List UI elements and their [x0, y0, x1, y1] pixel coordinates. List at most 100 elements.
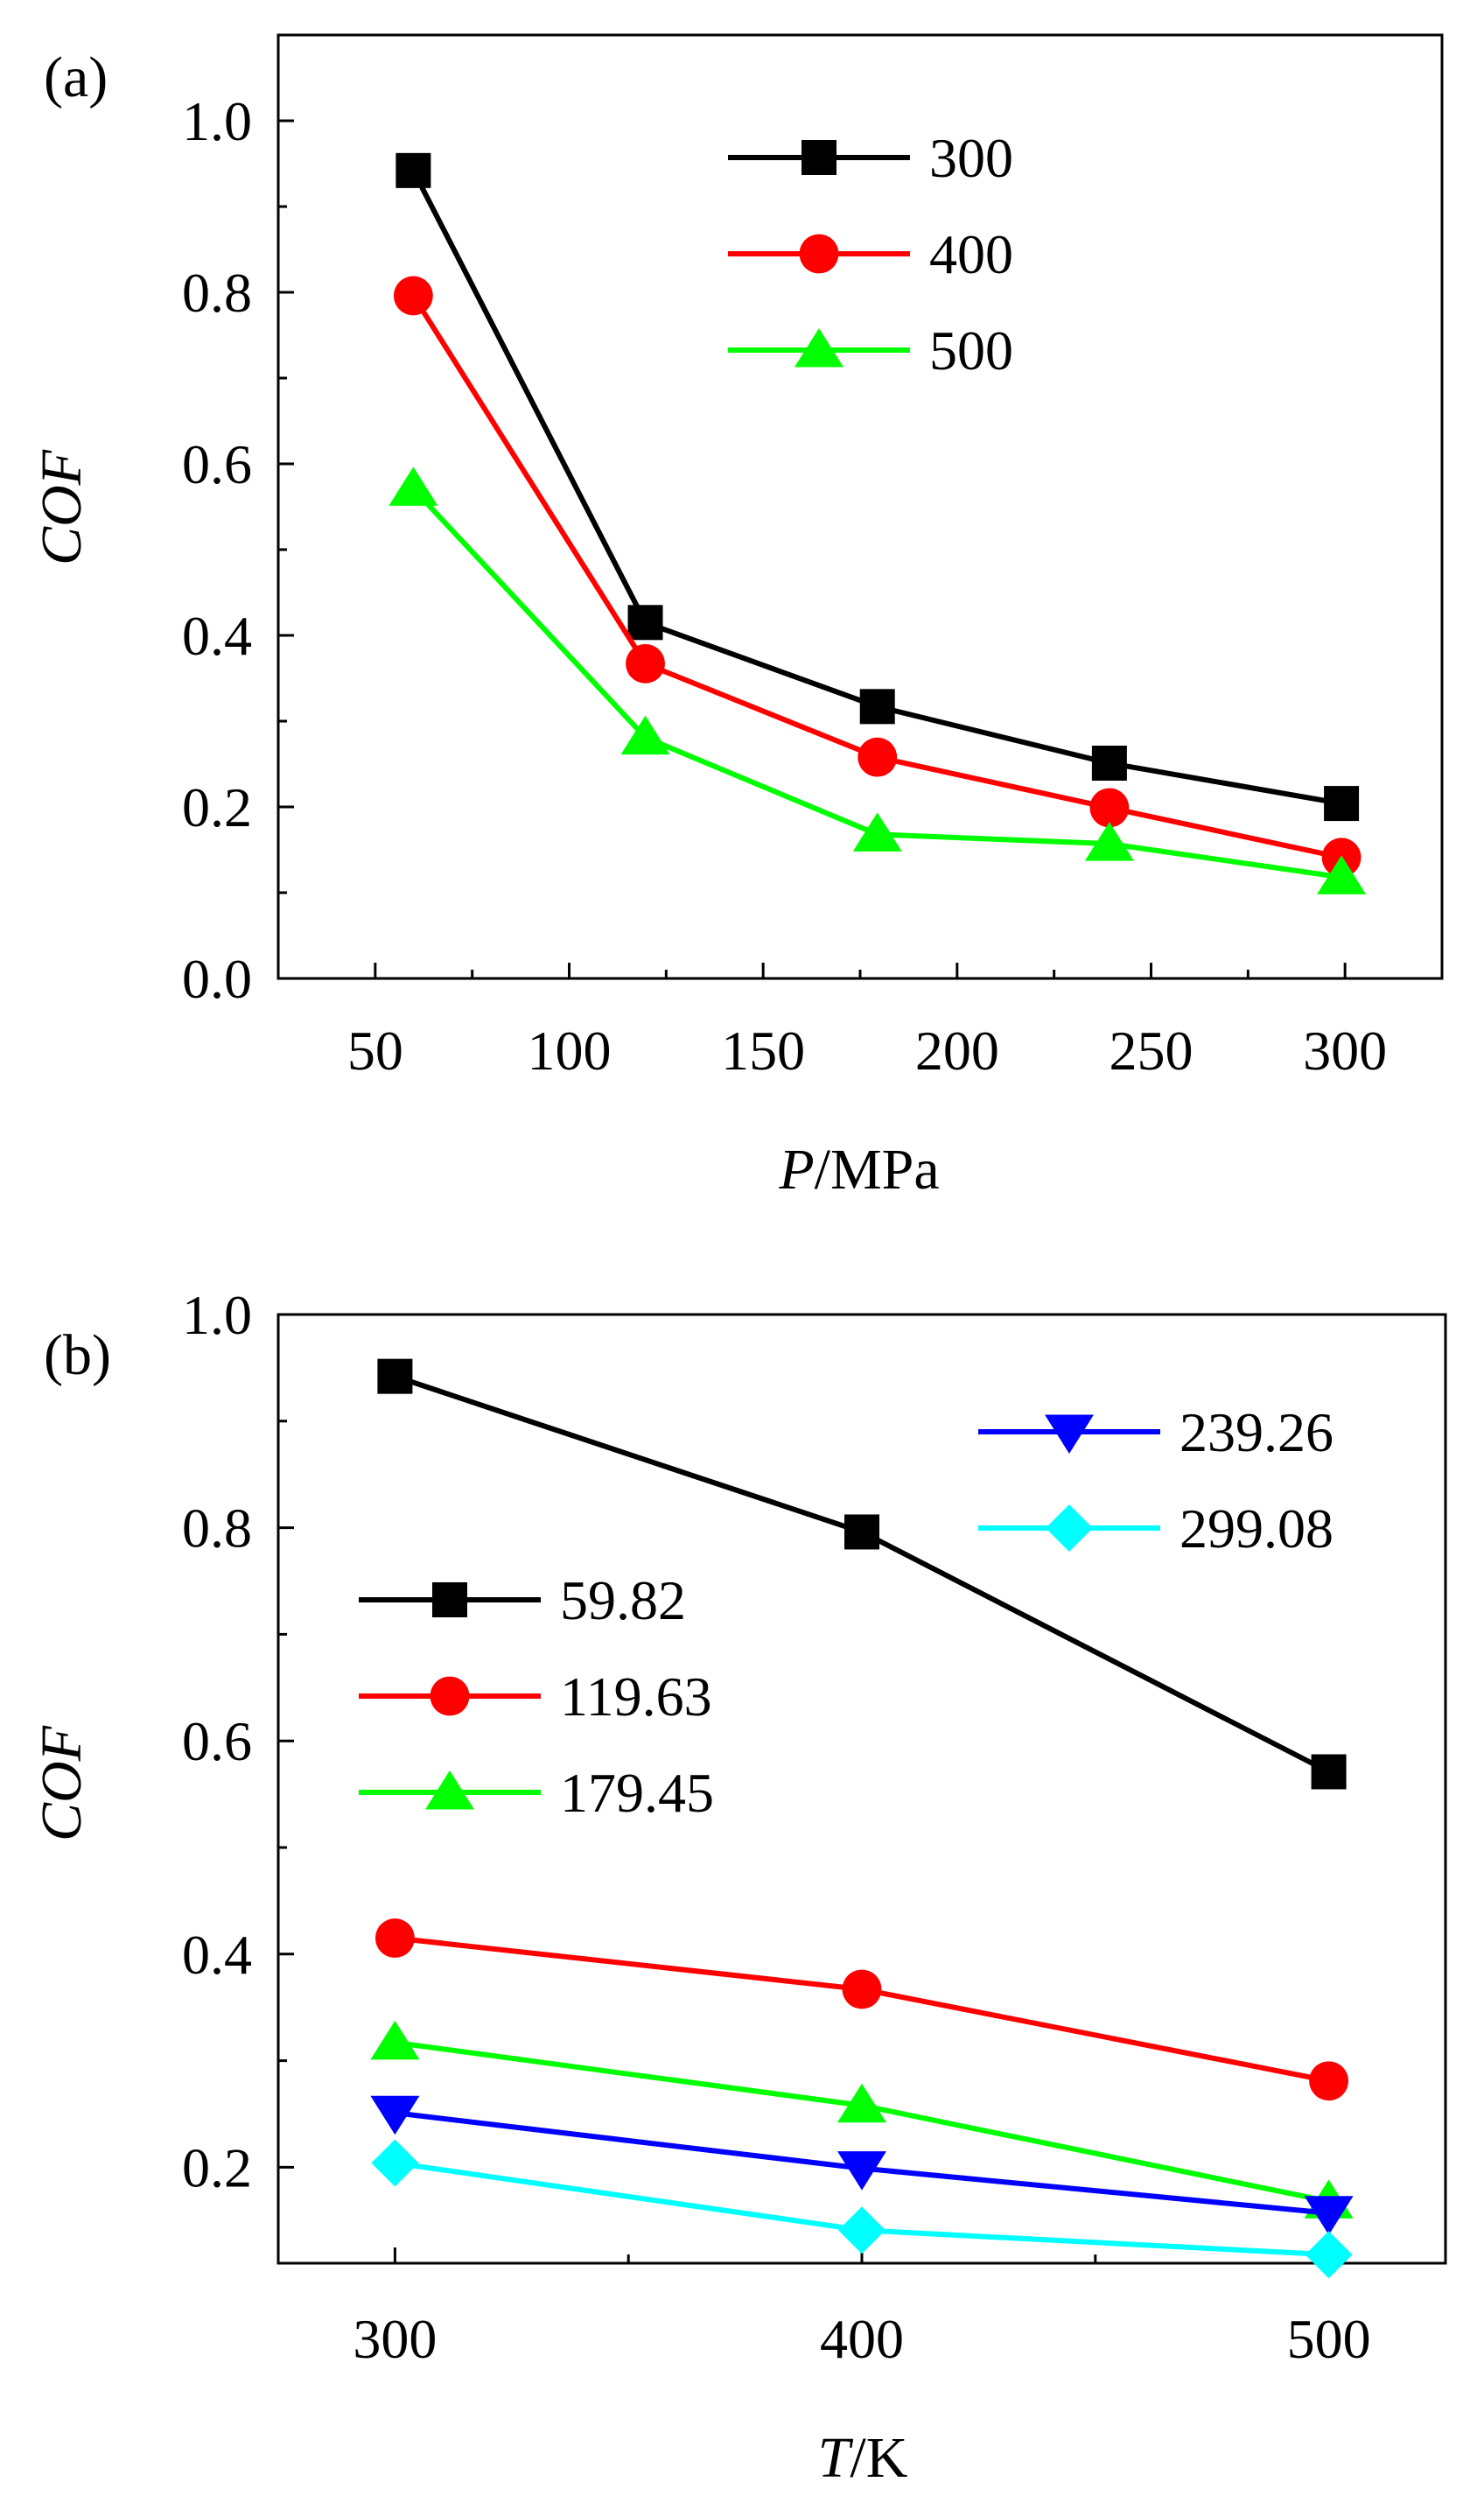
x-tick-label: 150	[721, 1020, 805, 1082]
panel-b-x-axis: 300 400 500	[353, 2247, 1371, 2370]
legend-marker	[1045, 1414, 1094, 1454]
data-point	[859, 689, 895, 725]
legend-label: 500	[929, 319, 1013, 382]
series-500	[388, 466, 1367, 894]
panel-b-x-axis-unit: /K	[850, 2426, 907, 2490]
y-tick-label: 0.4	[182, 605, 252, 667]
legend-item: 179.45	[359, 1762, 714, 1824]
data-point	[1324, 786, 1360, 822]
y-tick-label: 0.0	[182, 948, 252, 1010]
series-239.26	[370, 2095, 1354, 2235]
legend-marker	[802, 140, 836, 175]
panel-b-y-axis-title: COF	[30, 1725, 94, 1841]
x-tick-label: 300	[1303, 1020, 1387, 1082]
legend-item: 119.63	[359, 1665, 712, 1728]
panel-a-series	[388, 152, 1367, 894]
legend-label: 300	[929, 127, 1013, 189]
panel-a-x-axis-unit: /MPa	[815, 1138, 940, 1202]
data-point	[837, 2151, 886, 2191]
y-tick-label: 0.8	[182, 262, 252, 324]
legend-marker	[430, 1676, 470, 1716]
panel-a-y-axis: 0.0 0.2 0.4 0.6 0.8 1.0	[182, 90, 294, 1010]
data-point	[1084, 822, 1134, 861]
data-point	[396, 152, 431, 188]
x-tick-label: 50	[347, 1020, 403, 1082]
legend-marker	[1046, 1504, 1093, 1552]
y-tick-label: 0.6	[182, 433, 252, 495]
series-299.08	[371, 2139, 1353, 2279]
legend-item: 500	[728, 319, 1013, 382]
data-point	[370, 2020, 420, 2060]
data-point	[852, 812, 902, 852]
data-point	[838, 2206, 886, 2254]
legend-item: 239.26	[978, 1401, 1334, 1463]
data-point	[1089, 788, 1130, 828]
data-point	[1311, 1754, 1347, 1790]
legend-item: 299.08	[978, 1497, 1334, 1560]
data-point	[377, 1358, 413, 1394]
series-400	[393, 276, 1362, 878]
legend-label: 179.45	[560, 1762, 714, 1824]
panel-a-legend: 300 400 500	[728, 127, 1013, 382]
panel-b-legend: 59.82 119.63 179.45 239.26 299.08	[359, 1401, 1334, 1824]
panel-b-label: (b)	[44, 1323, 111, 1387]
x-tick-label: 100	[528, 1020, 612, 1082]
legend-label: 239.26	[1180, 1401, 1334, 1463]
data-point	[842, 1969, 882, 2009]
data-point	[370, 2095, 420, 2135]
data-point	[1317, 855, 1367, 894]
legend-item: 59.82	[359, 1569, 686, 1631]
y-tick-label: 0.2	[182, 776, 252, 838]
legend-marker	[432, 1582, 467, 1617]
legend-item: 400	[728, 223, 1013, 285]
series-59.82	[377, 1358, 1347, 1790]
legend-marker	[425, 1770, 474, 1810]
x-tick-label: 200	[915, 1020, 999, 1082]
y-tick-label: 1.0	[182, 1284, 252, 1346]
y-tick-label: 0.8	[182, 1497, 252, 1560]
x-tick-label: 300	[353, 2308, 437, 2370]
legend-label: 400	[929, 223, 1013, 285]
legend-marker	[794, 328, 844, 368]
panel-b: (b) 300 400 500 0.2 0.4 0.6 0.8 1.0 COF T/K 59…	[30, 1284, 1447, 2490]
panel-b-y-axis: 0.2 0.4 0.6 0.8 1.0	[182, 1284, 294, 2198]
data-point	[858, 737, 898, 777]
panel-b-x-axis-title: T/K	[818, 2426, 908, 2490]
panel-a: (a) 50 100 150 200 250 300 0.0 0.2 0.4 0.6 0.8 1.0…	[30, 33, 1444, 1202]
data-point	[627, 605, 663, 641]
data-point	[1091, 746, 1127, 782]
legend-label: 119.63	[560, 1665, 712, 1728]
data-point	[1305, 2231, 1353, 2279]
data-point	[620, 715, 670, 755]
y-tick-label: 0.6	[182, 1710, 252, 1772]
data-point	[837, 2083, 886, 2123]
legend-label: 59.82	[560, 1569, 686, 1631]
panel-b-series	[370, 1358, 1354, 2279]
y-tick-label: 1.0	[182, 90, 252, 152]
panel-a-y-axis-title: COF	[30, 449, 94, 565]
x-tick-label: 250	[1110, 1020, 1194, 1082]
series-300	[396, 152, 1360, 822]
data-point	[844, 1514, 879, 1550]
x-tick-label: 500	[1287, 2308, 1371, 2370]
data-point	[388, 466, 438, 506]
y-tick-label: 0.4	[182, 1924, 252, 1986]
y-tick-label: 0.2	[182, 2136, 252, 2198]
panel-a-x-axis-var: P	[778, 1138, 814, 1202]
series-119.63	[375, 1918, 1348, 2101]
data-point	[1304, 2196, 1354, 2235]
data-point	[626, 643, 665, 684]
legend-item: 300	[728, 127, 1013, 189]
data-point	[371, 2139, 419, 2187]
x-tick-label: 400	[820, 2308, 904, 2370]
data-point	[1309, 2061, 1348, 2101]
legend-marker	[799, 234, 839, 274]
panel-a-x-axis-title: P/MPa	[778, 1138, 939, 1202]
data-point	[393, 276, 433, 316]
panel-b-x-axis-var: T	[818, 2426, 854, 2490]
panel-a-x-axis: 50 100 150 200 250 300	[347, 963, 1387, 1082]
data-point	[375, 1918, 415, 1958]
panel-a-label: (a)	[44, 46, 108, 109]
legend-label: 299.08	[1180, 1497, 1334, 1560]
